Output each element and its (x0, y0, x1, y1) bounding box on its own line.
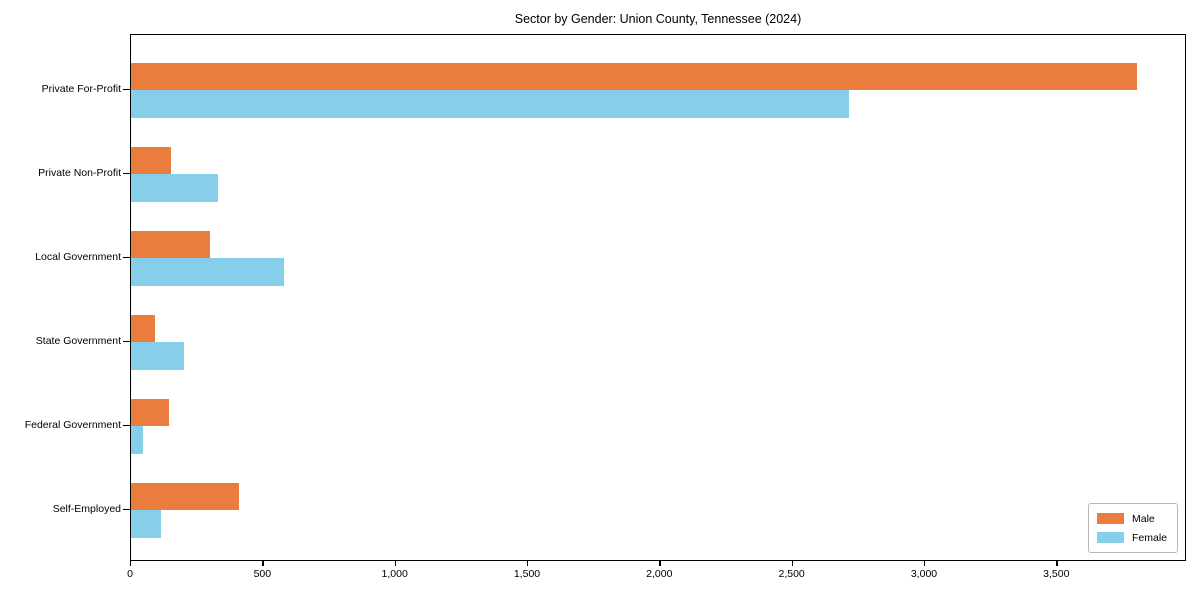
legend: Male Female (1087, 503, 1178, 553)
x-tick-label: 1,500 (513, 568, 541, 580)
bar-female-self-employed (131, 510, 161, 538)
y-tick (123, 425, 130, 427)
y-tick (123, 173, 130, 175)
bar-male-state-government (131, 314, 156, 342)
legend-item-male: Male (1096, 509, 1167, 528)
x-tick-label: 3,000 (910, 568, 938, 580)
x-tick-label: 2,000 (646, 568, 673, 580)
bar-male-self-employed (131, 482, 239, 510)
x-tick-label: 3,500 (1043, 568, 1070, 580)
y-axis-category-label-state-government: State Government (35, 335, 121, 347)
legend-label-male: Male (1131, 512, 1155, 525)
y-axis-category-label-private-non-profit: Private Non-Profit (38, 167, 121, 179)
bar-female-state-government (131, 342, 184, 370)
x-tick-label: 2,500 (778, 568, 805, 580)
x-tick-label: 1,000 (381, 568, 408, 580)
x-tick (791, 561, 793, 566)
bar-female-private-non-profit (131, 174, 219, 202)
bar-male-federal-government (131, 398, 169, 426)
x-tick (262, 561, 264, 566)
x-tick (394, 561, 396, 566)
bar-female-federal-government (131, 426, 143, 454)
y-tick (123, 89, 130, 91)
y-tick (123, 341, 130, 343)
y-tick (123, 257, 130, 259)
y-tick (123, 509, 130, 511)
y-axis-category-label-federal-government: Federal Government (24, 419, 121, 431)
y-axis-category-label-self-employed: Self-Employed (52, 503, 121, 515)
x-tick-label: 500 (253, 568, 272, 580)
x-tick (526, 561, 529, 566)
x-tick (1056, 561, 1058, 566)
bar-male-private-for-profit (131, 62, 1137, 90)
chart-title: Sector by Gender: Union County, Tennesse… (514, 12, 802, 26)
bar-male-local-government (131, 230, 211, 258)
bar-female-private-for-profit (131, 90, 849, 118)
legend-label-female: Female (1131, 531, 1167, 544)
y-axis-category-label-local-government: Local Government (35, 251, 121, 263)
x-tick (130, 561, 132, 566)
x-tick (659, 561, 661, 566)
legend-swatch-female (1096, 532, 1124, 543)
bar-female-local-government (131, 258, 284, 286)
x-tick-label: 0 (127, 568, 133, 580)
bar-male-private-non-profit (131, 146, 171, 174)
legend-swatch-male (1096, 513, 1124, 524)
x-tick (923, 561, 926, 566)
legend-item-female: Female (1096, 528, 1167, 547)
plot-area: Male Female (130, 34, 1186, 561)
y-axis-category-label-private-for-profit: Private For-Profit (41, 83, 121, 95)
